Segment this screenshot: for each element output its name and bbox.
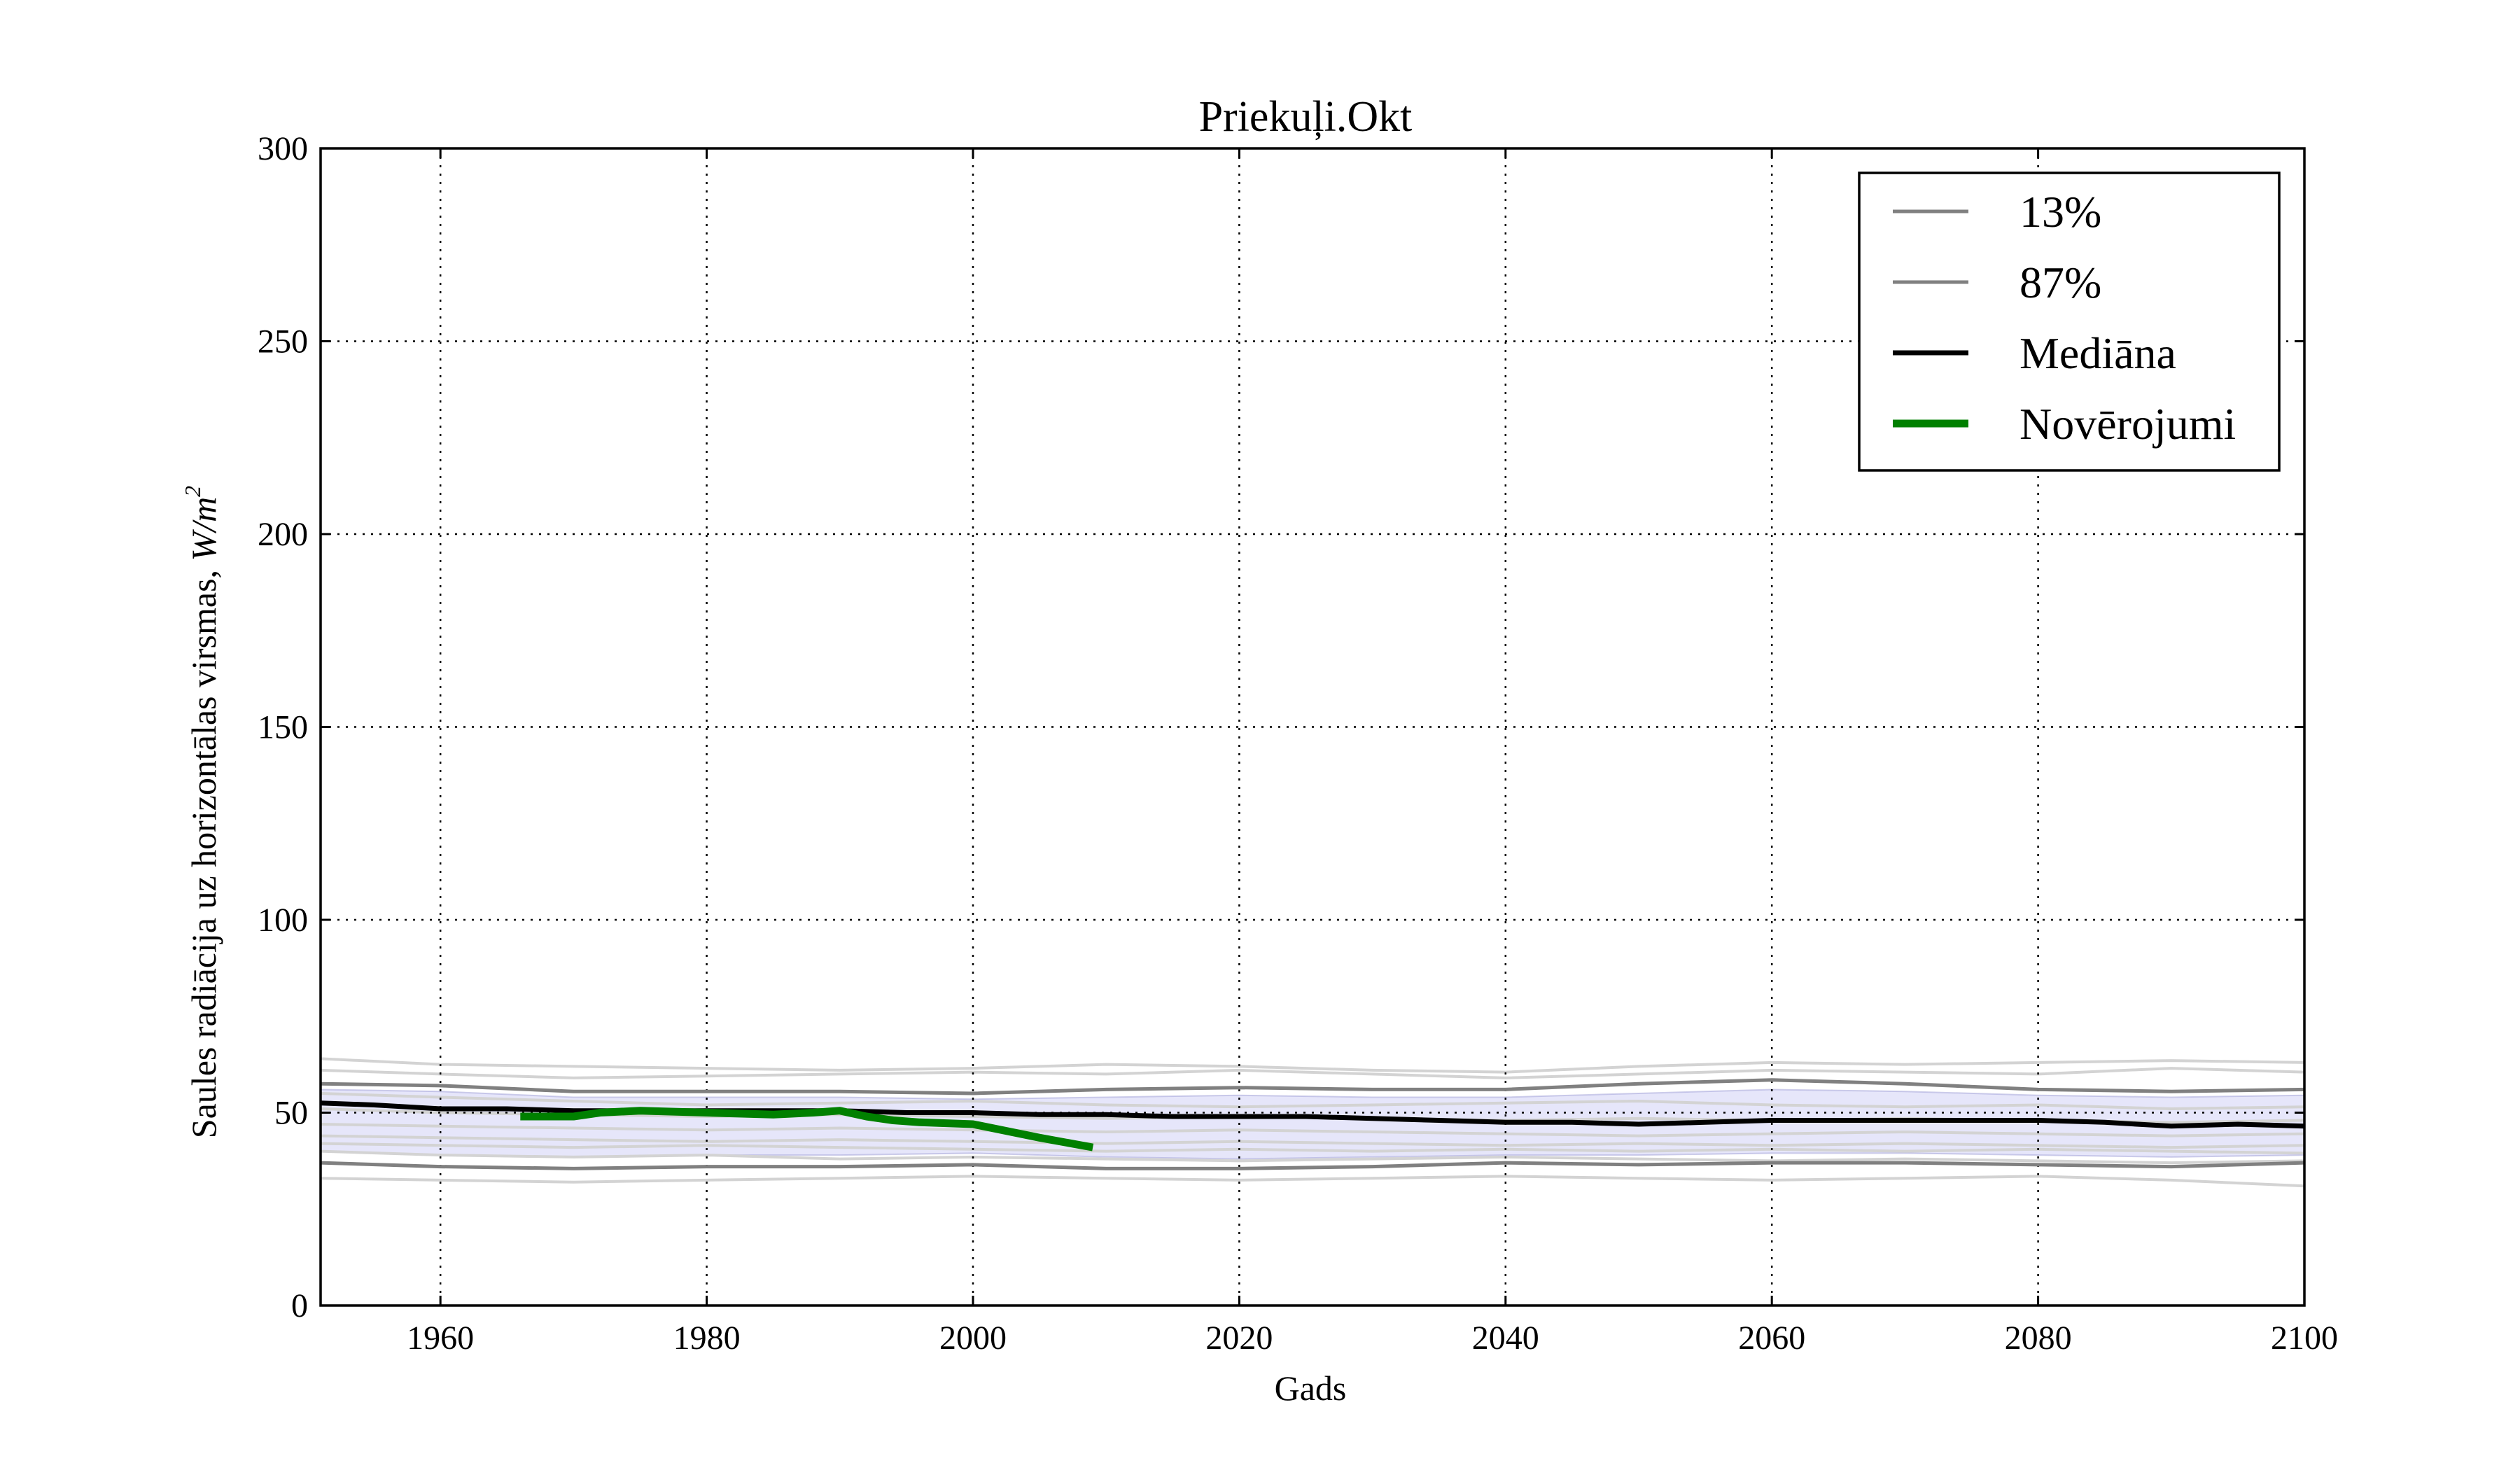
legend: 13% 87% Mediāna Novērojumi (1858, 172, 2281, 472)
axes: 1960 1980 2000 2020 2040 2060 2080 2100 0 50 100 15… (258, 130, 2338, 1357)
legend-label: 13% (2019, 187, 2101, 237)
ensemble-line-7 (321, 1149, 2304, 1165)
ensemble-line-1 (321, 1057, 2304, 1074)
series-line-observations (520, 1107, 1094, 1152)
y-tick-label: 150 (258, 709, 308, 746)
y-tick-label: 50 (274, 1095, 308, 1132)
ensemble-line-2 (321, 1067, 2304, 1079)
y-axis-label-text: Saules radiācija uz horizontālas virsmas… (184, 561, 223, 1138)
x-tick-label: 2040 (1472, 1320, 1539, 1357)
legend-label: 87% (2019, 258, 2101, 307)
series-line-percentile (321, 1161, 2304, 1170)
ensemble-line-5 (321, 1134, 2304, 1149)
y-tick-label: 100 (258, 902, 308, 939)
x-tick-label: 2100 (2271, 1320, 2338, 1357)
series-line-percentile (321, 1078, 2304, 1096)
x-tick-label: 2000 (939, 1320, 1007, 1357)
x-axis-label: Gads (1275, 1368, 1347, 1408)
x-tick-label: 2060 (1738, 1320, 1805, 1357)
plot-content (321, 148, 2304, 1306)
y-tick-label: 200 (258, 516, 308, 553)
y-axis-label-unit: W/m (184, 497, 223, 561)
plot-area (321, 148, 2304, 1306)
y-tick-label: 250 (258, 323, 308, 360)
y-axis-label-unit-exponent: 2 (180, 486, 205, 497)
y-tick-label: 0 (291, 1287, 308, 1324)
legend-label: Novērojumi (2019, 399, 2236, 449)
x-tick-label: 1960 (407, 1320, 474, 1357)
y-tick-label: 300 (258, 130, 308, 167)
y-axis-label: Saules radiācija uz horizontālas virsmas… (180, 486, 223, 1138)
chart-title: Priekuļi.Okt (1199, 93, 1413, 141)
ensemble-line-4 (321, 1123, 2304, 1138)
x-tick-label: 2080 (2005, 1320, 2072, 1357)
ensemble-line-8 (321, 1175, 2304, 1188)
ensemble-line-6 (321, 1142, 2304, 1155)
x-tick-label: 2020 (1205, 1320, 1273, 1357)
x-tick-label: 1980 (673, 1320, 741, 1357)
legend-label: Mediāna (2019, 328, 2176, 378)
ensemble-line-3 (321, 1092, 2304, 1111)
